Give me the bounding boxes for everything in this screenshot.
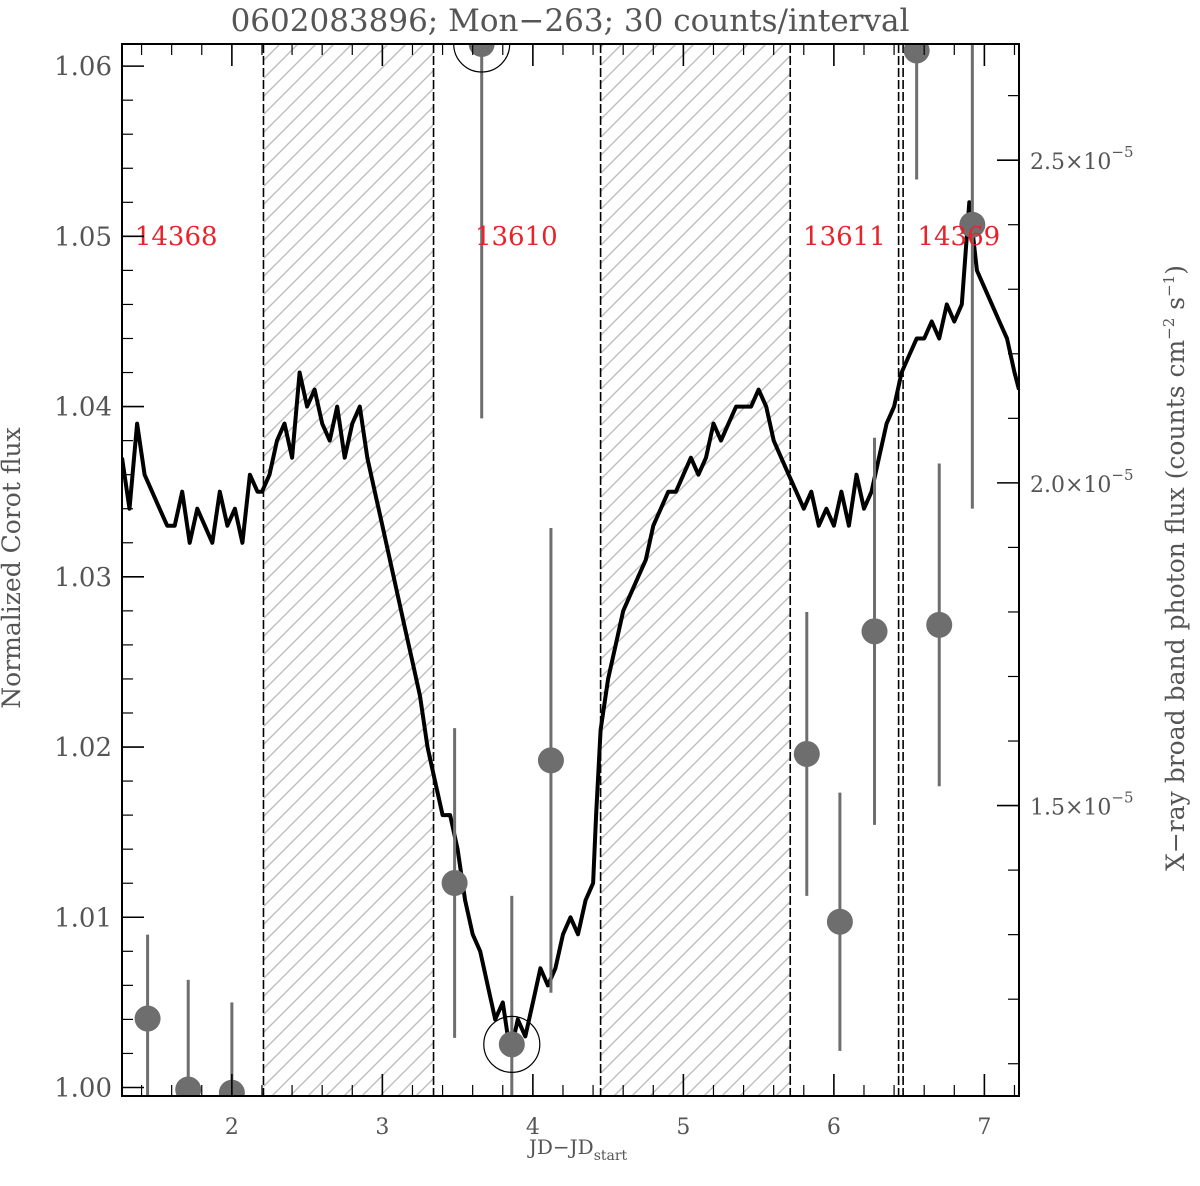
xray-points xyxy=(134,44,986,1096)
xray-point xyxy=(537,747,564,774)
y2-ticks: 1.5×10−52.0×10−52.5×10−5 xyxy=(997,95,1134,1065)
hatched-interval-1 xyxy=(600,44,791,1096)
y-tick-label: 1.02 xyxy=(54,733,112,763)
x-tick-label: 6 xyxy=(827,1115,841,1140)
y-tick-label: 1.05 xyxy=(54,222,112,252)
xray-point xyxy=(826,908,853,935)
observation-boundaries xyxy=(262,44,904,1096)
y-ticks: 1.00 1.01 1.02 1.03 1.04 1.05 1.06 xyxy=(54,52,144,1103)
y2-axis-label-exp2: −1 xyxy=(1160,275,1178,297)
y2-axis-label-main: X−ray broad band photon flux (counts cm xyxy=(1161,340,1190,871)
x-axis-label: JD−JDstart xyxy=(527,1135,628,1164)
xray-point xyxy=(498,1031,525,1058)
xray-point xyxy=(903,44,930,64)
xray-point xyxy=(175,1076,202,1096)
plot-frame xyxy=(121,43,1020,1097)
y-tick-label: 1.00 xyxy=(54,1073,112,1103)
y-axis-label: Normalized Corot flux xyxy=(0,427,26,708)
y2-tick-exponent: −5 xyxy=(1111,143,1133,161)
x-tick-label: 4 xyxy=(526,1115,540,1140)
x-axis-label-subscript: start xyxy=(594,1148,628,1164)
y2-tick-mantissa: 2.0×10 xyxy=(1030,473,1111,498)
chart-title: 0602083896; Mon−263; 30 counts/interval xyxy=(231,3,910,39)
x-axis-label-main: JD−JD xyxy=(527,1135,594,1159)
y2-tick-label: 2.5×10−5 xyxy=(1030,143,1134,175)
observation-label: 14368 xyxy=(135,222,218,252)
y2-tick-label: 1.5×10−5 xyxy=(1030,789,1134,821)
xray-point xyxy=(793,740,820,767)
y2-axis-label: X−ray broad band photon flux (counts cm−… xyxy=(1160,265,1190,871)
observation-label: 13611 xyxy=(803,222,886,252)
x-tick-label: 7 xyxy=(977,1115,991,1140)
x-ticks: 2 3 4 5 6 7 xyxy=(140,44,1016,1140)
corot-light-curve xyxy=(122,200,1019,1056)
xray-point xyxy=(959,211,986,238)
xray-point xyxy=(441,870,468,897)
y2-tick-label: 2.0×10−5 xyxy=(1030,466,1134,498)
y-tick-label: 1.01 xyxy=(54,903,112,933)
y-tick-label: 1.03 xyxy=(54,563,112,593)
observation-label: 14369 xyxy=(917,222,1000,252)
y2-axis-label-exp1: −2 xyxy=(1160,318,1178,340)
y2-tick-mantissa: 1.5×10 xyxy=(1030,796,1111,821)
observation-label: 13610 xyxy=(475,222,558,252)
y2-tick-mantissa: 2.5×10 xyxy=(1030,150,1111,175)
x-tick-label: 2 xyxy=(225,1115,239,1140)
y2-tick-exponent: −5 xyxy=(1111,789,1133,807)
y-tick-label: 1.06 xyxy=(54,52,112,82)
xray-point xyxy=(926,611,953,638)
observation-labels: 14368 13610 13611 14369 xyxy=(135,222,1000,252)
xray-point-highlight-circle xyxy=(483,1015,541,1073)
hatched-intervals xyxy=(263,44,791,1096)
x-tick-label: 5 xyxy=(676,1115,690,1140)
x-tick-label: 3 xyxy=(375,1115,389,1140)
y2-axis-label-end: ) xyxy=(1161,265,1190,275)
y-tick-label: 1.04 xyxy=(54,393,112,423)
y2-tick-exponent: −5 xyxy=(1111,466,1133,484)
hatched-interval-0 xyxy=(263,44,434,1096)
y2-axis-label-mid: s xyxy=(1161,297,1190,318)
xray-point xyxy=(468,44,495,57)
corot-series-line xyxy=(122,200,1019,1056)
xray-point xyxy=(134,1005,161,1032)
xray-point xyxy=(861,618,888,645)
xray-point-highlight-circle xyxy=(453,44,511,73)
